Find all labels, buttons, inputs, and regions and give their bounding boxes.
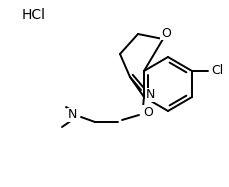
Text: HCl: HCl	[22, 8, 46, 22]
Text: N: N	[145, 88, 155, 102]
Text: O: O	[142, 105, 152, 119]
Text: N: N	[67, 108, 77, 122]
Text: Cl: Cl	[210, 65, 222, 77]
Text: O: O	[160, 27, 170, 39]
